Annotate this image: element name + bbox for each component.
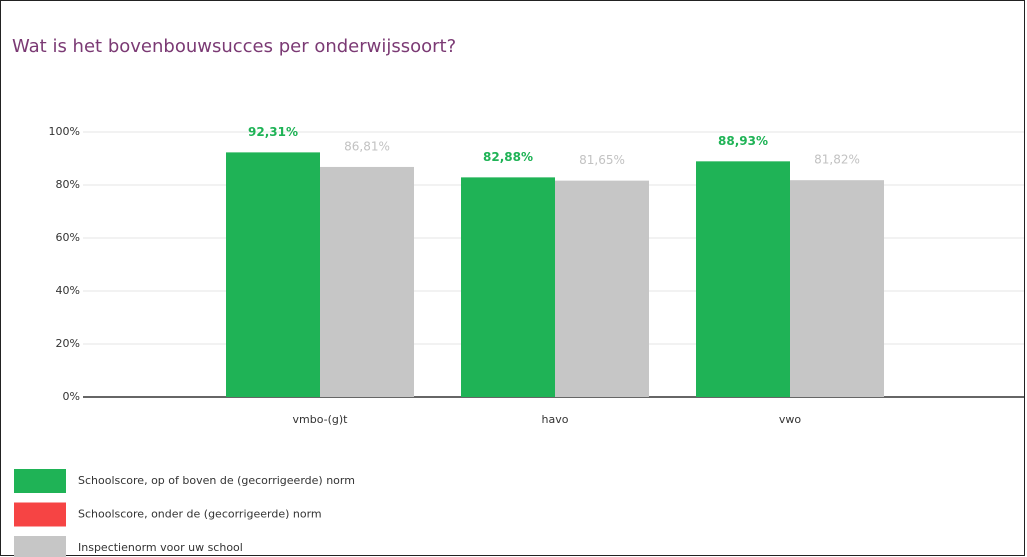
legend-label: Schoolscore, onder de (gecorrigeerde) no… bbox=[78, 508, 322, 521]
value-label: 81,82% bbox=[814, 153, 860, 167]
bar bbox=[790, 180, 884, 397]
bar bbox=[226, 152, 320, 397]
value-label: 88,93% bbox=[718, 134, 768, 148]
x-tick-label: vmbo-(g)t bbox=[293, 413, 349, 426]
y-tick-label: 80% bbox=[56, 178, 80, 191]
value-label: 86,81% bbox=[344, 139, 390, 153]
legend-label: Inspectienorm voor uw school bbox=[78, 541, 243, 554]
x-tick-label: havo bbox=[542, 413, 569, 426]
y-tick-label: 100% bbox=[49, 125, 80, 138]
y-tick-label: 0% bbox=[63, 390, 80, 403]
legend-swatch bbox=[14, 469, 66, 493]
legend-label: Schoolscore, op of boven de (gecorrigeer… bbox=[78, 474, 355, 487]
x-tick-label: vwo bbox=[779, 413, 802, 426]
y-tick-label: 60% bbox=[56, 231, 80, 244]
y-tick-label: 20% bbox=[56, 337, 80, 350]
legend-swatch bbox=[14, 536, 66, 557]
value-label: 92,31% bbox=[248, 125, 298, 139]
bar bbox=[555, 180, 649, 397]
value-label: 82,88% bbox=[483, 150, 533, 164]
bar bbox=[320, 166, 414, 397]
value-label: 81,65% bbox=[579, 153, 625, 167]
legend-swatch bbox=[14, 502, 66, 527]
bar bbox=[461, 177, 555, 397]
chart-title: Wat is het bovenbouwsucces per onderwijs… bbox=[12, 36, 456, 57]
bar bbox=[696, 161, 790, 397]
y-tick-label: 40% bbox=[56, 284, 80, 297]
